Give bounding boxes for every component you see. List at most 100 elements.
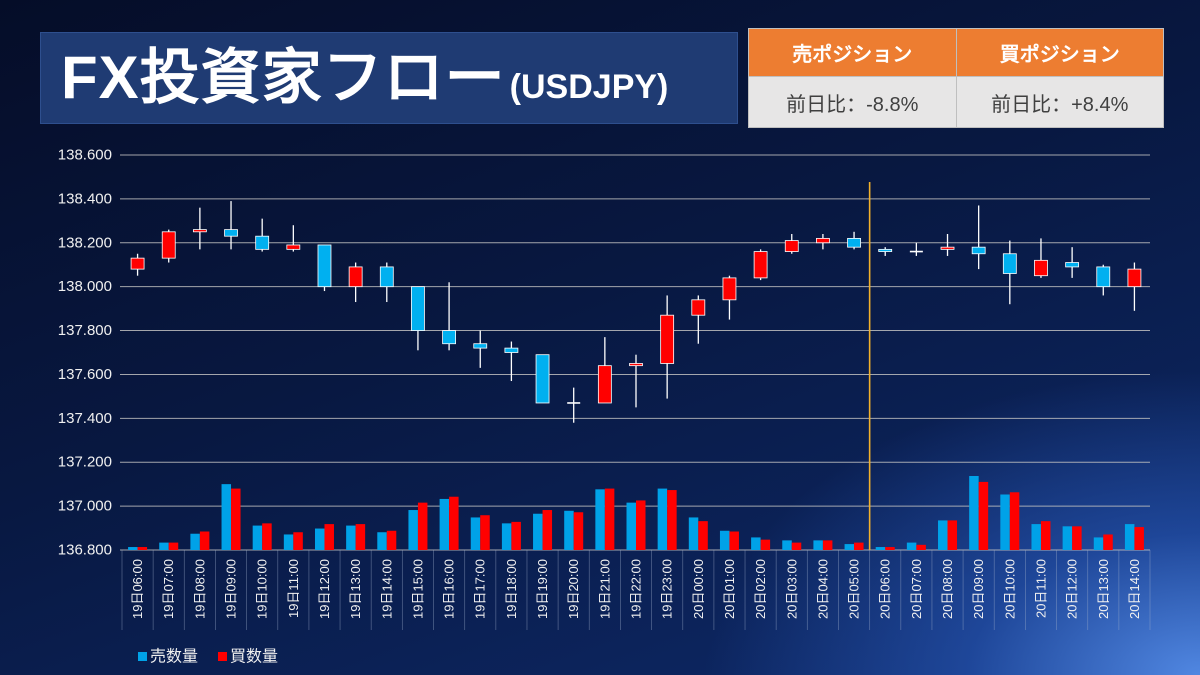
buy-volume-bar [417,502,428,550]
sell-volume-bar [938,520,948,550]
buy-volume-bar [1040,521,1051,550]
sell-volume-bar [439,498,450,550]
x-tick-label: 20日05:00 [847,559,862,619]
candle [722,275,737,320]
sell-volume-bar [190,533,200,550]
candle [348,262,363,303]
y-tick-label: 137.600 [58,366,112,383]
x-tick-label: 20日04:00 [815,559,830,619]
buy-volume-bar [480,515,490,550]
buy-volume-bar [636,500,646,550]
sell-volume-bar [782,540,792,550]
candle-body [411,286,425,331]
sell-volume-bar [595,489,605,550]
buy-volume-bar [511,521,521,550]
candle-body [161,231,176,259]
candle [691,295,706,344]
candle-body [130,257,145,270]
buy-volume-bar [168,542,179,550]
candle-body [504,347,519,353]
y-tick-label: 138.400 [58,190,112,207]
position-table-value-row: 前日比：-8.8% 前日比：+8.4% [748,76,1164,128]
buy-volume-bar [698,521,708,550]
buy-volume-bar [1103,534,1113,550]
x-tick-label: 19日18:00 [504,559,519,619]
x-tick-label: 19日20:00 [566,559,581,619]
x-tick-label: 19日15:00 [410,559,425,619]
x-tick-label: 20日14:00 [1127,559,1142,619]
buy-volume-bar [355,524,366,550]
candle [597,337,612,404]
candle-body [878,248,893,252]
x-tick-label: 20日03:00 [784,559,799,619]
candle-body [784,240,799,252]
candle [847,231,861,250]
x-tick-label: 20日08:00 [940,559,955,619]
y-tick-label: 138.000 [58,278,112,295]
candle-body [286,244,301,250]
candle [1127,262,1142,311]
x-tick-label: 20日11:00 [1033,559,1048,618]
y-tick-label: 137.400 [58,410,112,427]
candle-body [1127,268,1142,288]
sell-volume-bar [1000,494,1010,550]
sell-volume-bar [377,532,387,550]
sell-volume-bar [719,530,730,550]
page-title: FX投資家フロー [61,44,506,111]
candle [442,282,456,351]
candle [784,234,799,254]
buy-volume-bar [262,523,272,550]
sell-volume-bar [906,542,917,550]
candle [567,387,581,423]
buy-volume-bar [449,496,459,550]
x-tick-label: 20日12:00 [1065,559,1080,619]
buy-volume-bar [854,542,864,550]
candle-body [971,246,986,255]
sell-volume-bar [314,528,325,550]
sell-volume-bar [408,510,418,550]
sell-volume-bar [875,547,886,550]
buy-volume-bar [947,520,958,550]
candle-body [1002,253,1017,274]
buy-volume-bar [885,547,895,550]
sell-volume-bar [128,547,138,550]
x-tick-label: 19日17:00 [473,559,488,619]
buy-position-change: 前日比：+8.4% [955,76,1164,128]
sell-position-change: 前日比：-8.8% [748,76,957,128]
candle-body [348,266,363,288]
candle [1034,238,1048,278]
buy-volume-bar [1134,527,1144,550]
candle [971,205,986,270]
x-tick-label: 19日22:00 [629,559,644,619]
candle [317,244,332,292]
sell-volume-bar [564,510,574,550]
sell-volume-bar [1093,537,1104,550]
x-tick-label: 19日06:00 [130,559,145,619]
candle [130,253,145,276]
x-tick-label: 19日14:00 [379,559,394,619]
buy-position-header: 買ポジション [955,28,1164,77]
candle [504,341,519,382]
candle [1002,240,1017,305]
candle-body [473,343,488,349]
candle-body [535,354,550,404]
legend-swatch-buy [218,652,227,661]
x-tick-label: 19日13:00 [348,559,363,619]
candle [1065,247,1080,278]
candle [909,242,923,256]
sell-volume-bar [501,523,512,550]
x-tick-label: 19日19:00 [535,559,550,619]
y-tick-label: 138.600 [58,147,112,164]
x-tick-label: 20日09:00 [971,559,986,619]
legend-label-buy: 買数量 [230,648,278,666]
candle [411,286,425,351]
candle-body [629,363,643,367]
buy-volume-bar [1072,526,1082,550]
buy-volume-bar [137,547,148,550]
candle [878,247,893,256]
x-tick-label: 20日06:00 [878,559,893,619]
buy-volume-bar [760,539,771,550]
sell-volume-bar [1124,524,1135,550]
candle [753,249,768,281]
